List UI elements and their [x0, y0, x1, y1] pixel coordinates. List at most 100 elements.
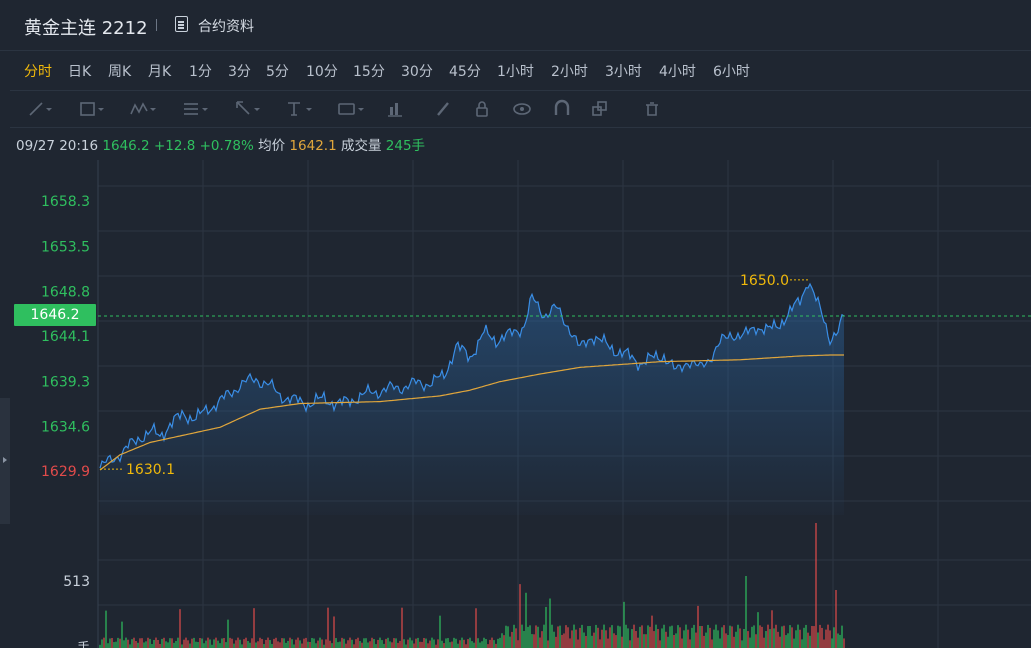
volume-bar-98 — [295, 639, 297, 648]
text-tool-icon[interactable] — [284, 99, 312, 119]
volume-bar-284 — [667, 636, 669, 648]
volume-bar-20 — [139, 638, 141, 648]
measure-tool-icon[interactable] — [384, 99, 412, 119]
volume-bar-190 — [479, 642, 481, 648]
copy-icon[interactable] — [588, 99, 616, 119]
volume-bar-314 — [727, 634, 729, 648]
wave-tool-icon[interactable] — [128, 99, 156, 119]
volume-bar-177 — [453, 637, 455, 648]
volume-bar-357 — [813, 626, 815, 648]
eye-icon[interactable] — [510, 99, 538, 119]
volume-bar-6 — [111, 638, 113, 648]
volume-bar-229 — [557, 626, 559, 648]
volume-bar-360 — [819, 624, 821, 648]
volume-bar-1 — [101, 639, 103, 648]
sidebar-toggle[interactable] — [0, 398, 10, 524]
volume-bar-5 — [109, 638, 111, 648]
volume-bar-118 — [335, 638, 337, 648]
pen-tool-icon[interactable] — [432, 99, 460, 119]
volume-bar-3 — [105, 610, 107, 648]
period-tab-14[interactable]: 4小时 — [659, 64, 696, 80]
volume-axis-label-1: 手 — [77, 641, 90, 648]
volume-bar-28 — [155, 637, 157, 648]
volume-bar-198 — [495, 643, 497, 648]
price-axis-label-1: 1653.5 — [41, 240, 90, 256]
period-tab-9[interactable]: 30分 — [401, 64, 433, 80]
volume-bar-316 — [731, 626, 733, 648]
period-tab-8[interactable]: 15分 — [353, 64, 385, 80]
volume-bar-126 — [351, 639, 353, 648]
period-tab-11[interactable]: 1小时 — [497, 64, 534, 80]
arrow-tool-icon[interactable] — [232, 99, 260, 119]
volume-bar-33 — [165, 641, 167, 648]
volume-bar-274 — [647, 625, 649, 648]
volume-bar-163 — [425, 638, 427, 648]
volume-bar-224 — [547, 640, 549, 648]
volume-bar-212 — [523, 630, 525, 648]
line-tool-icon[interactable] — [24, 99, 52, 119]
volume-bar-350 — [799, 629, 801, 648]
period-tab-13[interactable]: 3小时 — [605, 64, 642, 80]
volume-bar-236 — [571, 630, 573, 648]
volume-bar-205 — [509, 636, 511, 648]
volume-bar-59 — [217, 640, 219, 648]
volume-bar-94 — [287, 640, 289, 648]
volume-bar-101 — [301, 643, 303, 648]
volume-bar-167 — [433, 639, 435, 648]
label-tool-icon[interactable] — [336, 99, 364, 119]
volume-bar-358 — [815, 523, 817, 648]
magnet-icon[interactable] — [550, 99, 578, 119]
volume-bar-332 — [763, 637, 765, 648]
period-tab-1[interactable]: 日K — [68, 64, 92, 80]
period-tab-0[interactable]: 分时 — [24, 64, 52, 80]
volume-bar-346 — [791, 627, 793, 648]
volume-bar-76 — [251, 638, 253, 648]
volume-bar-342 — [783, 625, 785, 648]
volume-bar-245 — [589, 625, 591, 648]
period-tab-15[interactable]: 6小时 — [713, 64, 750, 80]
volume-bar-223 — [545, 606, 547, 648]
volume-bar-345 — [789, 625, 791, 648]
volume-bar-122 — [343, 638, 345, 648]
volume-bar-162 — [423, 637, 425, 648]
volume-bar-92 — [283, 638, 285, 648]
volume-bar-211 — [521, 624, 523, 648]
price-axis-label-3: 1644.1 — [41, 329, 90, 345]
volume-bar-341 — [781, 626, 783, 648]
period-tab-7[interactable]: 10分 — [306, 64, 338, 80]
info-price: 1646.2 — [102, 138, 150, 154]
contract-info-link[interactable]: 合约资料 — [198, 19, 254, 35]
fib-tool-icon[interactable] — [180, 99, 208, 119]
volume-bar-88 — [275, 637, 277, 648]
document-icon[interactable] — [175, 16, 188, 32]
volume-bar-111 — [321, 639, 323, 648]
volume-bar-149 — [397, 642, 399, 648]
volume-bar-42 — [183, 639, 185, 648]
price-chart[interactable]: 1658.3 1653.5 1648.8 1644.1 1639.3 1634.6 1629… — [0, 158, 1031, 648]
trash-icon[interactable] — [640, 99, 668, 119]
volume-bar-130 — [359, 641, 361, 648]
period-tab-10[interactable]: 45分 — [449, 64, 481, 80]
volume-bar-285 — [669, 626, 671, 648]
period-tab-4[interactable]: 1分 — [189, 64, 212, 80]
period-tab-6[interactable]: 5分 — [266, 64, 289, 80]
lock-icon[interactable] — [470, 99, 498, 119]
period-tab-2[interactable]: 周K — [108, 64, 132, 80]
volume-bar-154 — [407, 639, 409, 648]
rect-tool-icon[interactable] — [76, 99, 104, 119]
volume-bar-38 — [175, 640, 177, 648]
volume-bar-268 — [635, 631, 637, 648]
volume-bar-105 — [309, 641, 311, 648]
volume-bar-140 — [379, 637, 381, 648]
volume-bar-299 — [697, 605, 699, 648]
volume-bar-320 — [739, 628, 741, 648]
period-tab-5[interactable]: 3分 — [228, 64, 251, 80]
volume-bar-237 — [573, 624, 575, 648]
period-tab-3[interactable]: 月K — [148, 64, 172, 80]
volume-bar-146 — [391, 642, 393, 648]
volume-bar-8 — [115, 641, 117, 648]
volume-bar-359 — [817, 632, 819, 648]
period-tab-12[interactable]: 2小时 — [551, 64, 588, 80]
volume-bar-251 — [601, 629, 603, 648]
volume-bar-254 — [607, 638, 609, 648]
